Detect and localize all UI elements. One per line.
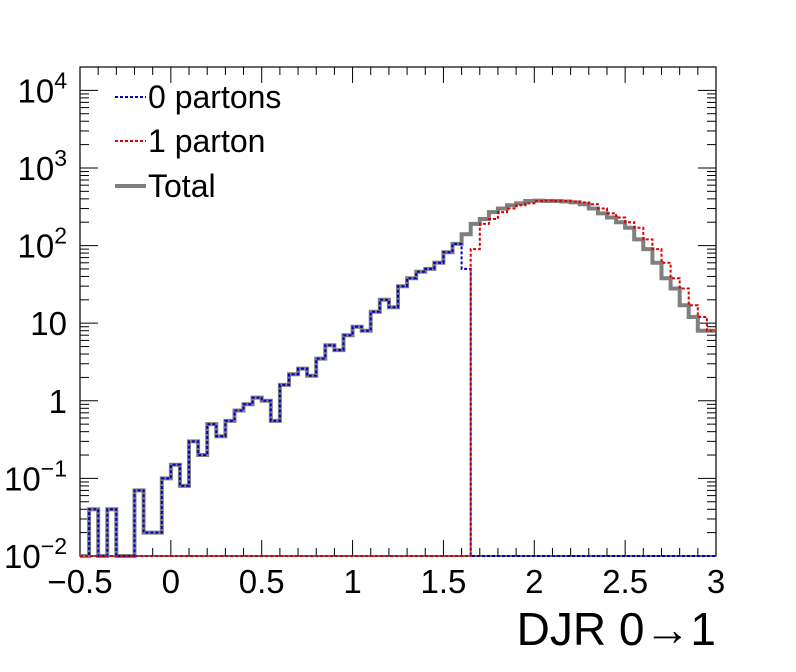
series-total-line — [80, 198, 716, 558]
y-tick-label: 10 — [30, 305, 67, 342]
y-tick-label: 10−1 — [4, 455, 67, 497]
x-tick-label: 2.5 — [602, 563, 648, 600]
x-tick-label: 3 — [707, 563, 725, 600]
x-tick-label: 2 — [525, 563, 543, 600]
x-tick-label: 0.5 — [239, 563, 285, 600]
y-tick-label: 104 — [17, 67, 67, 109]
series-0-partons-line — [80, 242, 716, 557]
tick-labels: −0.5 0 0.5 1 1.5 2 2.5 3 10−2 10−1 1 10 102 103 104 — [4, 67, 725, 600]
x-tick-label: 0 — [162, 563, 180, 600]
legend-label: Total — [148, 168, 216, 204]
legend-label: 1 parton — [148, 123, 265, 159]
x-tick-label: −0.5 — [47, 563, 112, 600]
y-tick-label: 1 — [49, 383, 67, 420]
y-tick-label: 103 — [17, 145, 67, 187]
y-tick-label: 10−2 — [4, 533, 67, 575]
series-1-parton-line — [80, 199, 716, 557]
x-tick-label: 1 — [343, 563, 361, 600]
x-axis-title: DJR 0→1 — [517, 603, 716, 655]
legend: 0 partons 1 parton Total — [115, 79, 281, 204]
legend-label: 0 partons — [148, 79, 281, 115]
x-tick-label: 1.5 — [420, 563, 466, 600]
series-layer — [80, 198, 716, 558]
y-tick-label: 102 — [17, 223, 67, 265]
